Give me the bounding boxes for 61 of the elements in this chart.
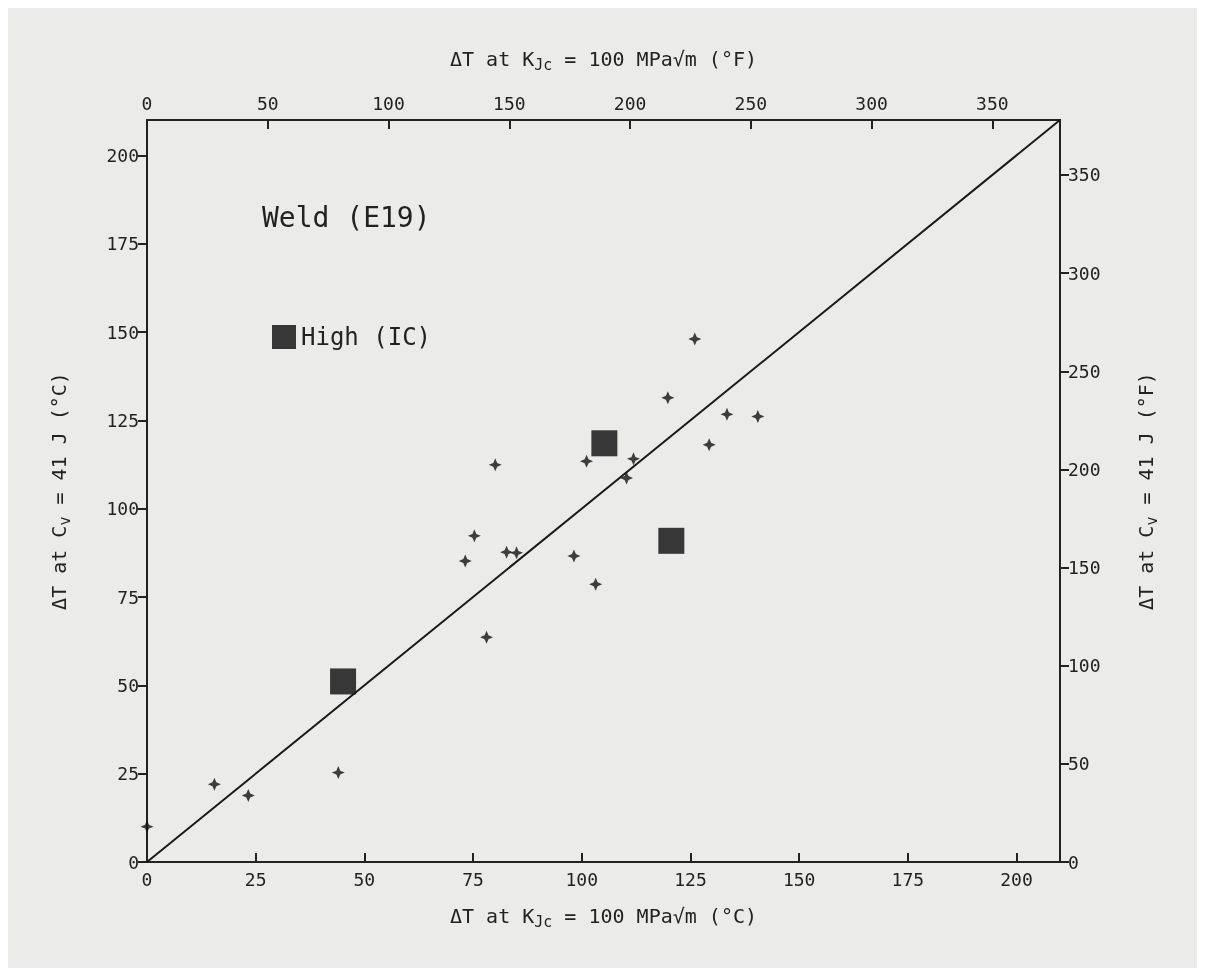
y-tick-label: 0 [128,851,139,873]
x2-tick-label: 200 [613,92,647,114]
point [688,332,702,346]
point [241,789,255,803]
x-tick-label: 75 [462,868,484,890]
y-tick-label: 25 [117,763,139,785]
x-tick-label: 125 [674,868,707,890]
y-tick-label: 125 [106,409,139,431]
y2-tick-label: 150 [1068,557,1101,579]
y2-tick-label: 200 [1068,458,1101,480]
point [567,549,581,563]
point [658,527,685,554]
y2-tick-label: 350 [1068,164,1101,186]
point [331,766,345,780]
x-tick-label: 150 [782,868,816,890]
y-tick-label: 200 [106,144,139,166]
x-tick-label: 50 [353,868,376,890]
x2-tick-label: 250 [734,92,768,114]
point [488,458,502,472]
point [330,668,357,695]
point [500,545,514,559]
x-tick-label: 25 [244,868,267,890]
x-tick-label: 175 [891,868,925,890]
point [510,546,524,560]
y2-tick-label: 0 [1068,851,1079,873]
y-tick-label: 100 [106,498,139,520]
x-tick-label: 0 [141,868,153,890]
point [627,452,640,466]
y-axis-title: ΔT at Cv = 41 J (°C) [46,372,74,610]
point [751,409,765,423]
x2-tick-label: 150 [493,92,526,114]
x2-tick-label: 50 [256,92,279,114]
point [591,430,618,457]
y-tick-label: 175 [106,233,139,255]
legend-label: High (IC) [301,323,432,351]
y-tick-label: 50 [117,674,139,696]
point [207,777,221,791]
y2-tick-label: 250 [1068,360,1101,382]
point [702,438,716,452]
y-tick-label: 150 [106,321,139,343]
x2-tick-label: 350 [976,92,1009,114]
y2-axis-title: ΔT at Cv = 41 J (°F) [1133,372,1161,610]
point [661,391,675,405]
x2-tick-label: 0 [141,92,153,114]
y-tick-label: 75 [117,586,139,608]
point [589,577,603,591]
point [140,820,154,834]
x-tick-label: 200 [1000,868,1033,890]
point [480,630,494,644]
x2-tick-label: 100 [372,92,405,114]
text: Weld (E19) [262,200,431,234]
x2-tick-label: 300 [855,92,888,114]
y2-tick-label: 300 [1068,262,1101,284]
y2-tick-label: 50 [1068,753,1090,775]
point [458,554,472,568]
point [467,529,481,543]
y2-tick-label: 100 [1068,655,1101,677]
point [620,471,634,485]
x-tick-label: 100 [565,868,599,890]
point [580,454,594,468]
point [720,407,734,421]
